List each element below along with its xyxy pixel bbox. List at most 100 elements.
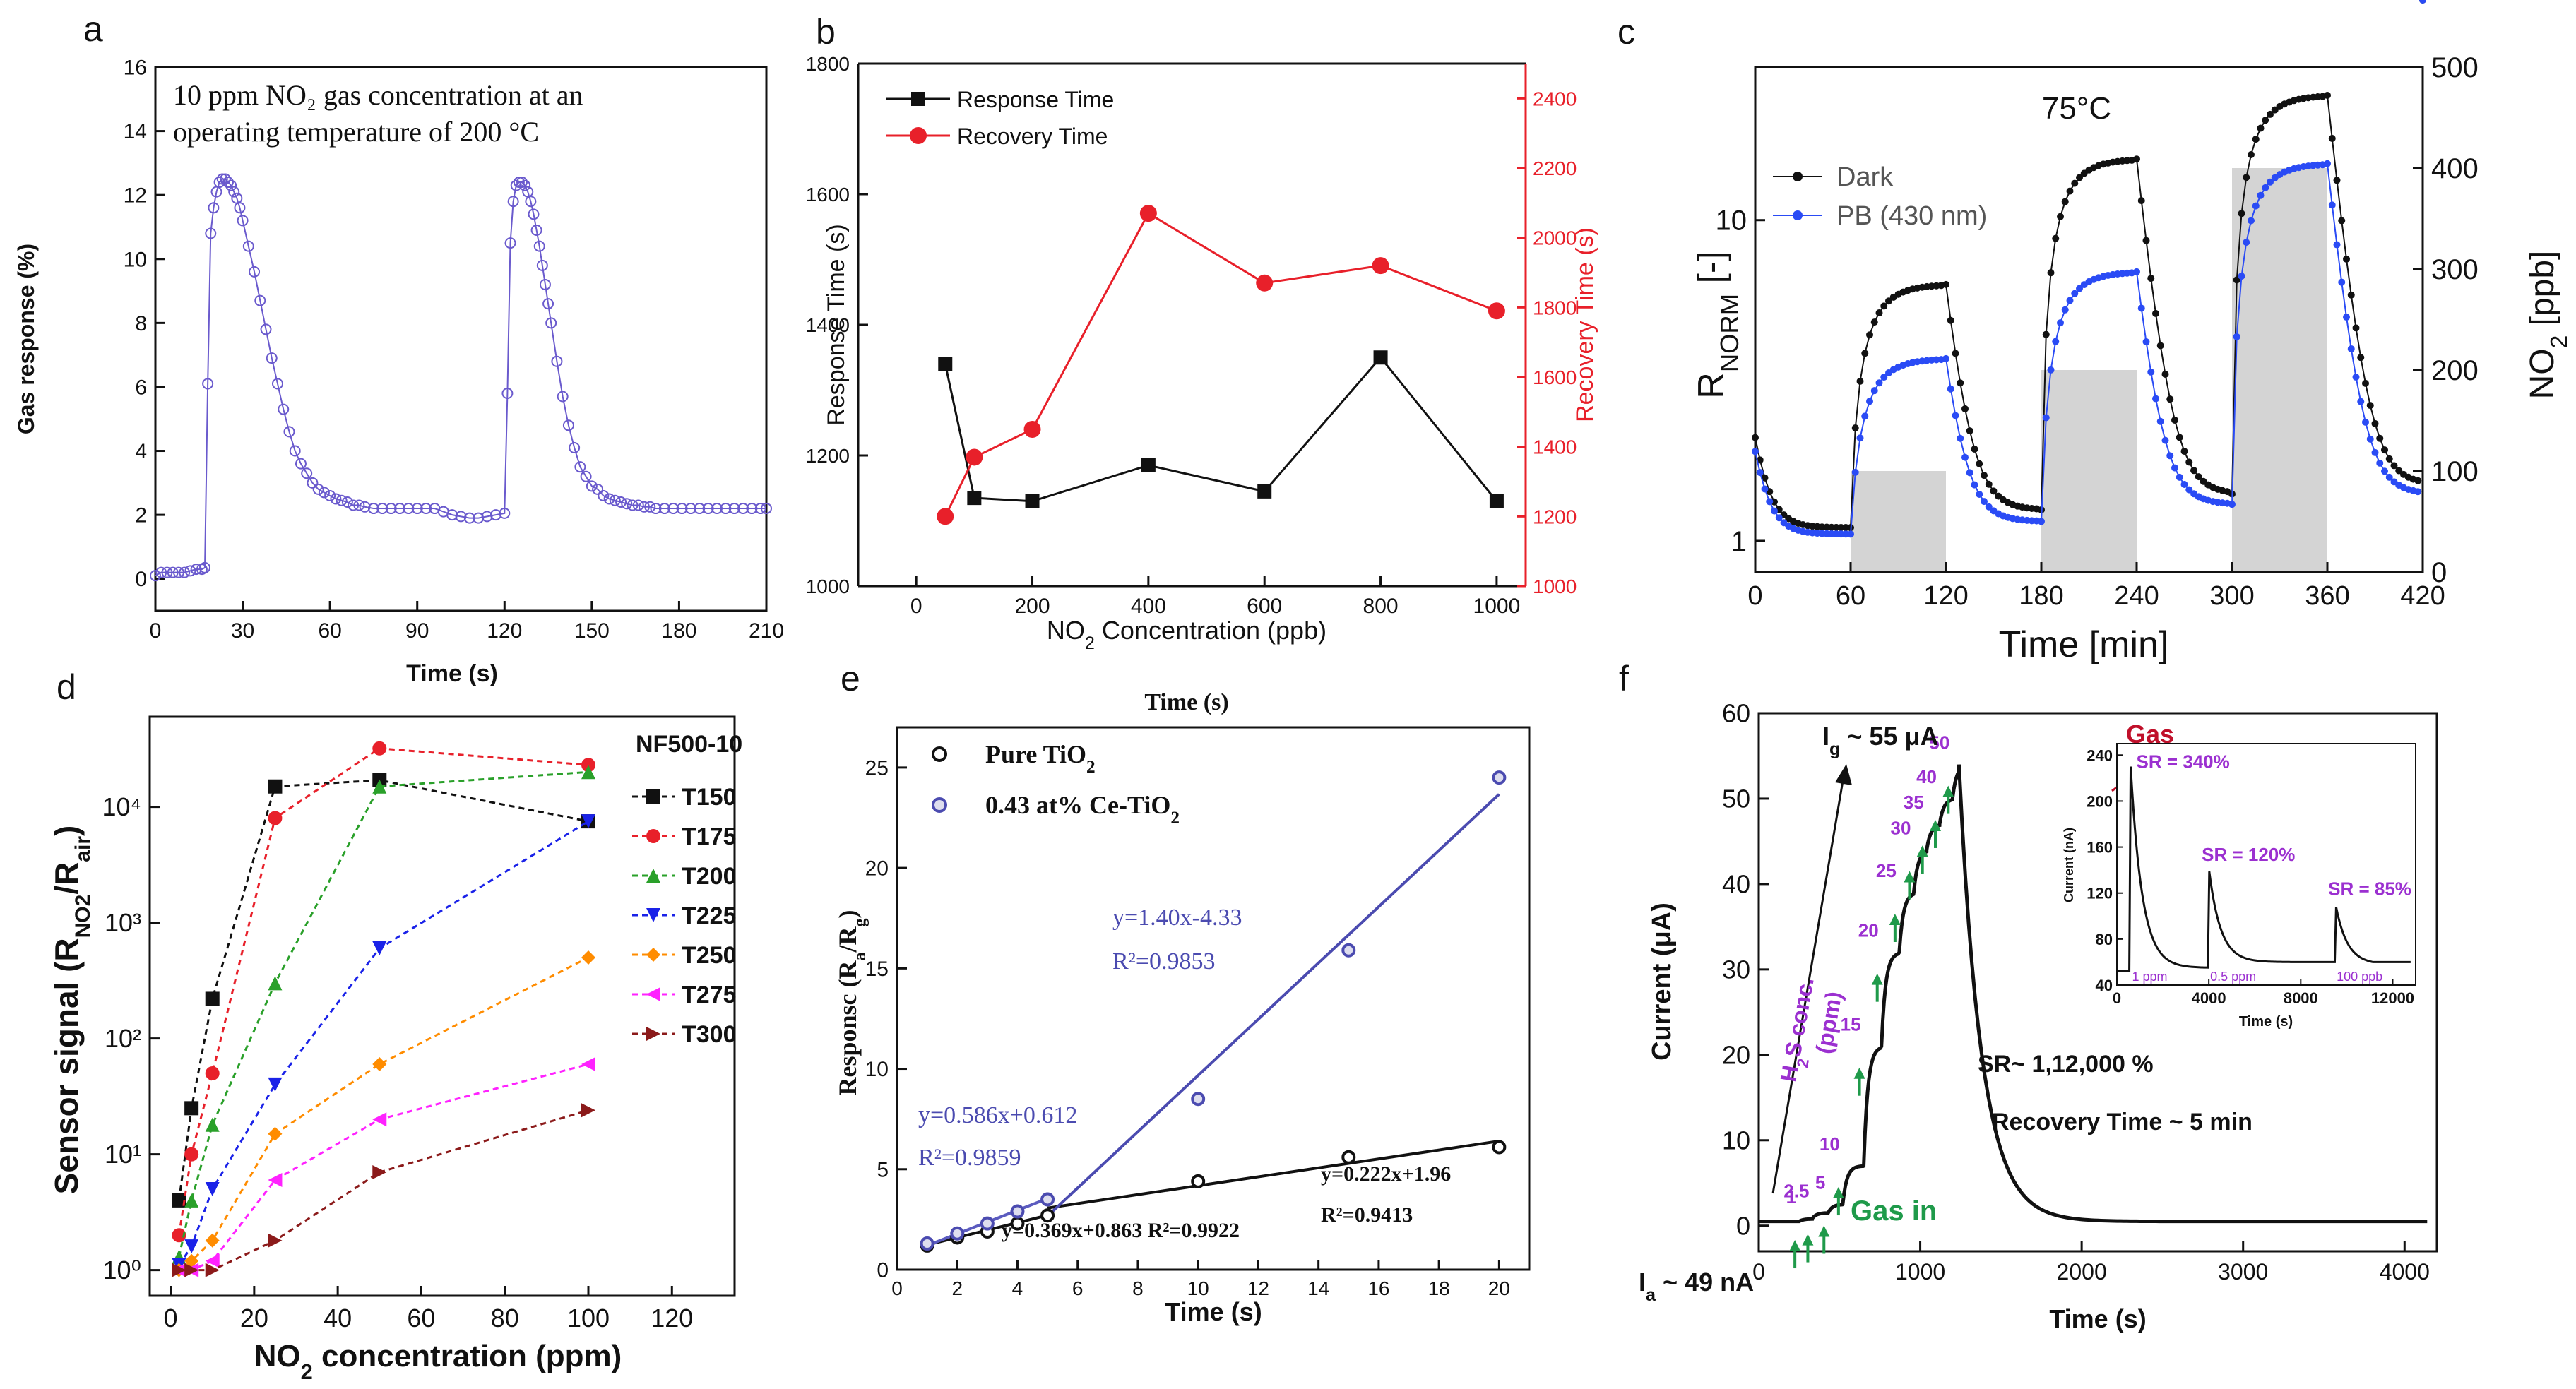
data-point-recovery-time <box>1023 421 1041 438</box>
chart-c: 0 60 120 180 240 300 360 4201100100200300400500… <box>1691 0 2572 665</box>
data-point <box>1775 514 1783 522</box>
data-point <box>504 237 516 249</box>
data-point <box>2419 0 2426 4</box>
data-point <box>1875 309 1883 317</box>
x-tick-a-label: 90 <box>405 619 429 643</box>
h2s-unit-label: (ppm) <box>1811 989 1847 1056</box>
data-point <box>542 298 554 310</box>
inset-series-line <box>2116 766 2411 972</box>
data-point <box>2061 198 2069 205</box>
x-tick-a-label: 0 <box>150 619 162 643</box>
inset-x-tick-label: 4000 <box>2192 989 2226 1007</box>
data-point <box>2076 174 2083 181</box>
step-label: 50 <box>1929 732 1949 753</box>
y-tick-e-label: 25 <box>865 756 889 780</box>
data-point <box>2156 417 2164 425</box>
panel-label-f: f <box>1619 659 1629 698</box>
step-label: 2.5 <box>1783 1181 1809 1202</box>
data-point <box>2071 290 2079 297</box>
data-point-pure-tio2 <box>1492 1140 1507 1155</box>
inset-concentration-label: 0.5 ppm <box>2210 970 2256 984</box>
data-point <box>1885 297 1892 305</box>
y-tick-a-label: 4 <box>135 440 147 463</box>
data-point <box>2166 452 2174 460</box>
data-point <box>2324 91 2331 99</box>
data-point <box>2137 304 2145 312</box>
y-tick-f-label: 30 <box>1722 955 1750 984</box>
legend-marker-recovery <box>910 127 927 144</box>
data-point <box>2161 436 2169 444</box>
x-tick-e-label: 4 <box>1012 1277 1023 1299</box>
data-point <box>254 294 266 306</box>
data-point <box>278 403 290 415</box>
data-point-response-time <box>1257 484 1272 499</box>
y-tick-f-label: 10 <box>1722 1126 1750 1155</box>
data-point <box>155 566 167 578</box>
data-point <box>318 487 330 499</box>
data-point <box>1761 485 1769 493</box>
current-gas-label: Ig ~ 55 μA <box>1822 722 1939 759</box>
data-point <box>1856 377 1864 385</box>
data-point <box>2185 486 2193 494</box>
inset-sr-label: SR = 120% <box>2202 844 2295 865</box>
x-tick-b-label: 0 <box>910 595 922 618</box>
plot-frame-e <box>896 726 1531 1271</box>
data-point <box>754 503 766 515</box>
inset-x-tick-label: 12000 <box>2371 989 2414 1007</box>
y2-axis-label-b: Recovery Time (s) <box>1572 227 1598 422</box>
y-tick-f-label: 40 <box>1722 870 1750 899</box>
panel-label-b: b <box>816 12 836 52</box>
chart-title-c: 75°C <box>2042 91 2111 126</box>
data-point <box>2147 368 2155 376</box>
data-point <box>2137 197 2145 205</box>
data-point <box>1756 469 1764 477</box>
data-point <box>205 1233 220 1248</box>
data-point <box>2352 374 2360 381</box>
y2-tick-label-b: 1400 <box>1533 436 1577 458</box>
data-point <box>2362 379 2369 387</box>
data-point <box>234 202 246 214</box>
y2-tick-label-c: 300 <box>2431 254 2479 285</box>
data-point-ce-tio2 <box>1492 770 1507 785</box>
annotation-ce-low-r2: R²=0.9859 <box>918 1145 1021 1171</box>
data-point <box>2333 241 2341 249</box>
data-point <box>720 503 732 515</box>
x-tick-e-label: 14 <box>1307 1277 1329 1299</box>
data-point <box>272 378 283 390</box>
series-line-t225 <box>178 820 589 1266</box>
data-point <box>646 829 660 843</box>
data-point <box>1766 498 1774 506</box>
x-tick-f-label: 1000 <box>1895 1259 1945 1284</box>
data-point <box>2228 501 2236 508</box>
data-point <box>219 173 231 185</box>
data-point <box>499 507 511 519</box>
inset-y-tick-label: 80 <box>2096 931 2113 948</box>
gas-in-arrowhead <box>1871 973 1883 985</box>
data-point <box>184 565 196 577</box>
data-point <box>172 1263 186 1277</box>
data-point <box>172 1193 186 1208</box>
x-tick-d-label: 100 <box>567 1304 610 1333</box>
data-point <box>1985 503 1993 511</box>
data-point-response-time <box>1373 350 1388 365</box>
data-point-recovery-time <box>1488 302 1505 320</box>
recovery-time-label: Recovery Time ~ 5 min <box>1992 1109 2252 1135</box>
data-point <box>184 1263 199 1277</box>
y2-tick-label-b: 1600 <box>1533 366 1577 388</box>
data-point <box>225 179 237 191</box>
data-point-pure-tio2 <box>1341 1150 1356 1164</box>
data-point <box>179 566 191 578</box>
x-tick-b-label: 600 <box>1247 595 1282 618</box>
data-point <box>2176 434 2183 441</box>
series-line-t275 <box>179 1063 589 1272</box>
series-line-t200 <box>177 770 589 1258</box>
data-point <box>2371 448 2379 456</box>
x-tick-b-label: 400 <box>1131 595 1166 618</box>
x-axis-label-b: NO2 Concentration (ppb) <box>1047 616 1326 653</box>
x-tick-e-label: 8 <box>1132 1277 1144 1299</box>
data-point <box>2381 446 2388 454</box>
x-tick-f-label: 2000 <box>2057 1259 2107 1284</box>
series-line-current <box>1759 764 2428 1224</box>
data-point <box>266 352 278 364</box>
y2-tick-label-c: 500 <box>2431 52 2479 83</box>
